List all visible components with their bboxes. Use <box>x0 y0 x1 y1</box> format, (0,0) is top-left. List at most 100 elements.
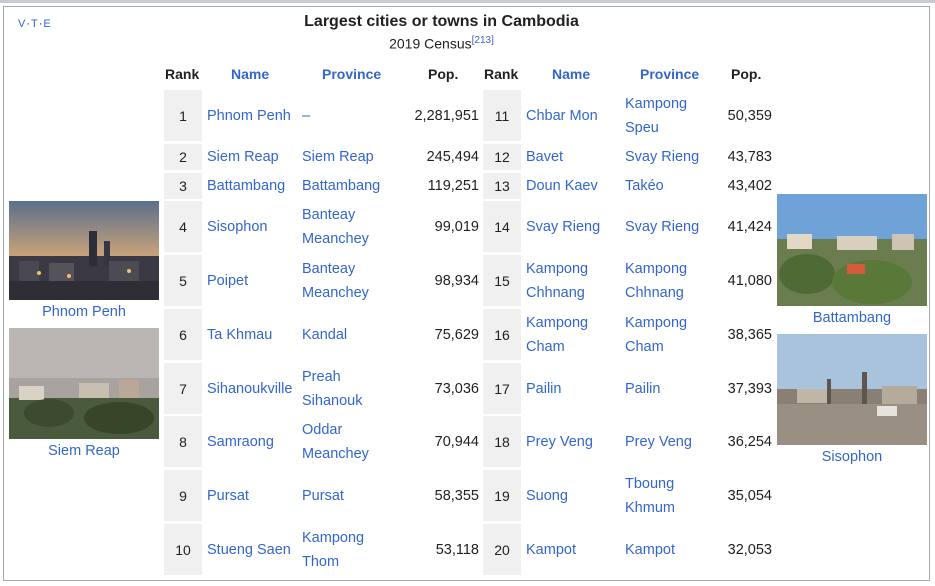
rank-cell: 3 <box>164 173 202 199</box>
province-link[interactable]: Svay Rieng <box>625 149 700 165</box>
header-rank: Rank <box>165 66 200 82</box>
battambang-photo[interactable] <box>777 194 927 306</box>
rank-cell: 16 <box>483 309 521 360</box>
province-link[interactable]: Svay Rieng <box>625 218 700 235</box>
province-link[interactable]: Prey Veng <box>625 433 692 450</box>
province-link[interactable]: Kampong Thom <box>302 529 365 570</box>
rank-cell: 10 <box>164 524 202 575</box>
population-cell: 35,054 <box>727 487 772 504</box>
province-link[interactable]: Pailin <box>625 380 661 397</box>
view-template-link[interactable]: V <box>18 18 27 30</box>
city-name-link[interactable]: Pailin <box>526 380 562 397</box>
city-name-link[interactable]: Pursat <box>207 487 249 504</box>
caption-sisophon[interactable]: Sisophon <box>821 449 883 465</box>
city-name-link[interactable]: Svay Rieng <box>526 218 601 235</box>
sisophon-photo[interactable] <box>777 334 927 445</box>
rank-cell: 13 <box>483 173 521 199</box>
population-cell: 98,934 <box>434 272 479 289</box>
province-link[interactable]: Banteay Meanchey <box>302 260 369 301</box>
population-cell: 50,359 <box>727 107 772 124</box>
population-cell: 99,019 <box>434 218 479 235</box>
population-cell: 36,254 <box>727 433 772 450</box>
population-cell: 41,424 <box>727 218 772 235</box>
city-name-link[interactable]: Bavet <box>526 149 564 165</box>
rank-cell: 8 <box>164 416 202 467</box>
city-name-link[interactable]: Chbar Mon <box>526 107 598 124</box>
province-link[interactable]: Tboung Khmum <box>625 475 675 516</box>
province-link: – <box>302 107 311 124</box>
header-name[interactable]: Name <box>231 66 270 82</box>
city-name-link[interactable]: Sisophon <box>207 218 268 235</box>
caption-phnom-penh[interactable]: Phnom Penh <box>42 304 126 320</box>
province-link[interactable]: Kandal <box>302 326 348 343</box>
header-pop-2: Pop. <box>731 66 762 82</box>
city-name-link[interactable]: Doun Kaev <box>526 178 598 194</box>
city-name-link[interactable]: Ta Khmau <box>207 326 273 343</box>
province-link[interactable]: Siem Reap <box>302 149 374 165</box>
rank-cell: 6 <box>164 309 202 360</box>
rank-cell: 9 <box>164 470 202 521</box>
province-link[interactable]: Takéo <box>625 178 664 194</box>
province-link[interactable]: Banteay Meanchey <box>302 206 369 247</box>
rank-cell: 1 <box>164 90 202 141</box>
city-name-link[interactable]: Kampot <box>526 541 576 558</box>
rank-cell: 4 <box>164 201 202 252</box>
province-link[interactable]: Kampong Speu <box>625 95 688 136</box>
rank-cell: 15 <box>483 255 521 306</box>
rank-cell: 18 <box>483 416 521 467</box>
caption-siem-reap[interactable]: Siem Reap <box>48 443 120 459</box>
citation-link[interactable]: [213] <box>471 35 494 46</box>
nav-separator: · <box>38 18 44 30</box>
subtitle-text: 2019 Census <box>389 35 472 52</box>
population-cell: 245,494 <box>426 149 479 165</box>
city-name-link[interactable]: Siem Reap <box>207 149 279 165</box>
province-link[interactable]: Oddar Meanchey <box>302 421 369 462</box>
population-cell: 58,355 <box>434 487 479 504</box>
population-cell: 41,080 <box>727 272 772 289</box>
province-link[interactable]: Kampot <box>625 541 675 558</box>
province-link[interactable]: Battambang <box>302 178 381 194</box>
province-link[interactable]: Pursat <box>302 487 344 504</box>
city-name-link[interactable]: Sihanoukville <box>207 380 293 397</box>
population-cell: 119,251 <box>427 178 479 194</box>
caption-battambang[interactable]: Battambang <box>812 310 892 326</box>
province-link[interactable]: Kampong Chhnang <box>625 260 688 301</box>
city-name-link[interactable]: Poipet <box>207 272 249 289</box>
city-name-link[interactable]: Kampong Chhnang <box>526 260 589 301</box>
population-cell: 70,944 <box>434 433 479 450</box>
population-cell: 32,053 <box>727 541 772 558</box>
rank-cell: 17 <box>483 363 521 414</box>
edit-template-link[interactable]: E <box>43 18 52 30</box>
header-name-2[interactable]: Name <box>552 66 591 82</box>
population-cell: 2,281,951 <box>414 107 479 124</box>
population-cell: 53,118 <box>435 541 479 558</box>
city-name-link[interactable]: Prey Veng <box>526 433 593 450</box>
talk-template-link[interactable]: T <box>31 18 39 30</box>
city-name-link[interactable]: Suong <box>526 487 568 504</box>
city-name-link[interactable]: Stueng Saen <box>207 541 291 558</box>
population-cell: 43,783 <box>727 149 772 165</box>
city-name-link[interactable]: Samraong <box>207 433 274 450</box>
header-province[interactable]: Province <box>322 66 382 82</box>
population-cell: 43,402 <box>727 178 772 194</box>
rank-cell: 19 <box>483 470 521 521</box>
siem-reap-photo[interactable] <box>9 328 159 439</box>
population-cell: 38,365 <box>727 326 772 343</box>
phnom-penh-photo[interactable] <box>9 201 159 300</box>
table-title: Largest cities or towns in Cambodia <box>304 13 579 30</box>
province-link[interactable]: Preah Sihanouk <box>302 368 363 409</box>
province-link[interactable]: Kampong Cham <box>625 314 688 355</box>
population-cell: 37,393 <box>727 380 772 397</box>
rank-cell: 20 <box>483 524 521 575</box>
population-cell: 73,036 <box>434 380 479 397</box>
nav-separator: · <box>26 18 32 30</box>
rank-cell: 2 <box>164 144 202 170</box>
header-rank-2: Rank <box>484 66 519 82</box>
rank-cell: 14 <box>483 201 521 252</box>
header-province-2[interactable]: Province <box>640 66 700 82</box>
city-name-link[interactable]: Phnom Penh <box>207 107 291 124</box>
rank-cell: 11 <box>483 90 521 141</box>
city-name-link[interactable]: Kampong Cham <box>526 314 589 355</box>
vte-links: V·T·E <box>18 18 52 30</box>
city-name-link[interactable]: Battambang <box>207 178 286 194</box>
